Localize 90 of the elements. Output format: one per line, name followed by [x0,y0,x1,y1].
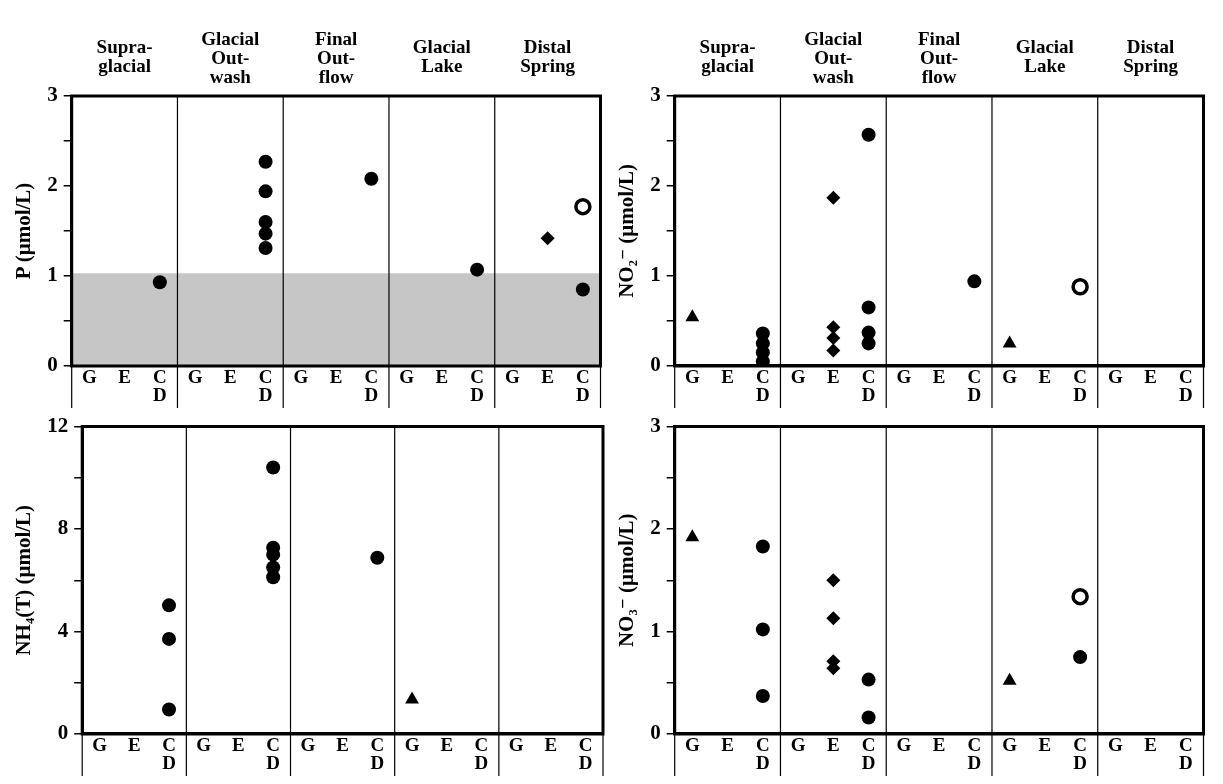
y-axis-title: NH₄(T) (μmol/L) [11,504,36,656]
x-tick-label: G [81,365,97,387]
x-tick-label: C D [258,365,273,405]
x-tick-label: E [435,365,449,387]
x-tick-label: E [544,733,558,755]
x-tick-label: E [118,365,131,387]
x-tick-label: G [684,365,700,387]
y-axis-title: NO₃⁻ (μmol/L) [614,513,639,648]
x-tick-label: E [127,733,141,755]
x-tick-label: C D [755,733,770,773]
y-tick-label: 2 [650,515,661,540]
x-tick-label: G [504,365,520,387]
x-tick-label: E [1038,365,1052,387]
x-tick-label: C D [967,365,982,405]
x-tick-label: C D [364,365,379,405]
x-tick-label: E [721,733,734,755]
x-tick-label: C D [1073,733,1087,773]
text: Glacial Out- wash [201,28,260,88]
y-tick-label: 0 [650,720,661,745]
y-tick-label: 0 [47,352,58,377]
x-tick-label: E [224,365,237,387]
text: Glacial Out- wash [804,28,863,88]
text: Distal Spring [520,36,576,77]
x-tick-label: C D [578,733,593,773]
x-tick-label: C D [152,365,167,405]
y-tick-label: 2 [650,172,661,197]
x-tick-label: C D [967,733,982,773]
y-tick-label: 12 [47,413,69,438]
x-tick-label: G [92,733,108,755]
x-tick-label: E [827,365,840,387]
text: Distal Spring [1123,36,1179,77]
x-tick-label: E [932,733,946,755]
x-tick-label: C D [1073,365,1087,405]
x-tick-label: E [329,365,343,387]
x-tick-label: G [508,733,524,755]
x-tick-label: E [1144,365,1157,387]
y-axis-title: NO₂⁻ (μmol/L) [614,164,639,298]
x-tick-label: G [896,365,912,387]
x-tick-label: C D [1179,733,1193,773]
x-tick-label: E [827,733,840,755]
x-tick-label: E [440,733,454,755]
y-tick-label: 4 [57,617,69,642]
text: Glacial Lake [412,36,471,77]
y-tick-label: 2 [47,172,58,197]
y-tick-label: 1 [650,262,661,287]
text: Supra- glacial [699,36,756,77]
x-tick-label: E [336,733,349,755]
y-tick-label: 3 [650,82,661,107]
x-tick-label: G [1002,733,1018,755]
y-tick-label: 1 [650,617,661,642]
x-tick-label: C D [755,365,770,405]
x-tick-label: C D [861,733,876,773]
x-tick-label: G [684,733,700,755]
x-tick-label: C D [474,733,489,773]
x-tick-label: G [790,365,806,387]
x-tick-label: E [541,365,554,387]
x-tick-label: C D [162,733,176,773]
text: Final Out- flow [314,28,358,88]
x-tick-label: E [1038,733,1052,755]
y-tick-label: 3 [650,413,661,438]
x-tick-label: G [404,733,420,755]
y-tick-label: 3 [47,82,58,107]
x-tick-label: E [721,365,734,387]
x-tick-label: C D [470,365,484,405]
x-tick-label: G [399,365,415,387]
text: Supra- glacial [96,36,153,77]
x-tick-label: C D [576,365,590,405]
x-tick-label: G [196,733,212,755]
text: Glacial Lake [1015,36,1074,77]
y-tick-label: 0 [650,352,661,377]
x-tick-label: C D [266,733,281,773]
text: Final Out- flow [917,28,961,88]
y-tick-label: 1 [47,262,58,287]
x-tick-label: G [1107,365,1123,387]
x-tick-label: G [293,365,309,387]
x-tick-label: G [1107,733,1123,755]
x-tick-label: E [1144,733,1157,755]
x-tick-label: E [232,733,245,755]
x-tick-label: C D [861,365,876,405]
x-tick-label: C D [1179,365,1193,405]
x-tick-label: G [300,733,316,755]
x-tick-label: G [896,733,912,755]
y-tick-label: 0 [57,720,69,745]
y-tick-label: 8 [57,515,69,540]
x-tick-label: G [1002,365,1018,387]
y-axis-title: P (μmol/L) [11,182,36,280]
x-tick-label: G [790,733,806,755]
x-tick-label: C D [370,733,385,773]
x-tick-label: G [187,365,203,387]
x-tick-label: E [932,365,946,387]
